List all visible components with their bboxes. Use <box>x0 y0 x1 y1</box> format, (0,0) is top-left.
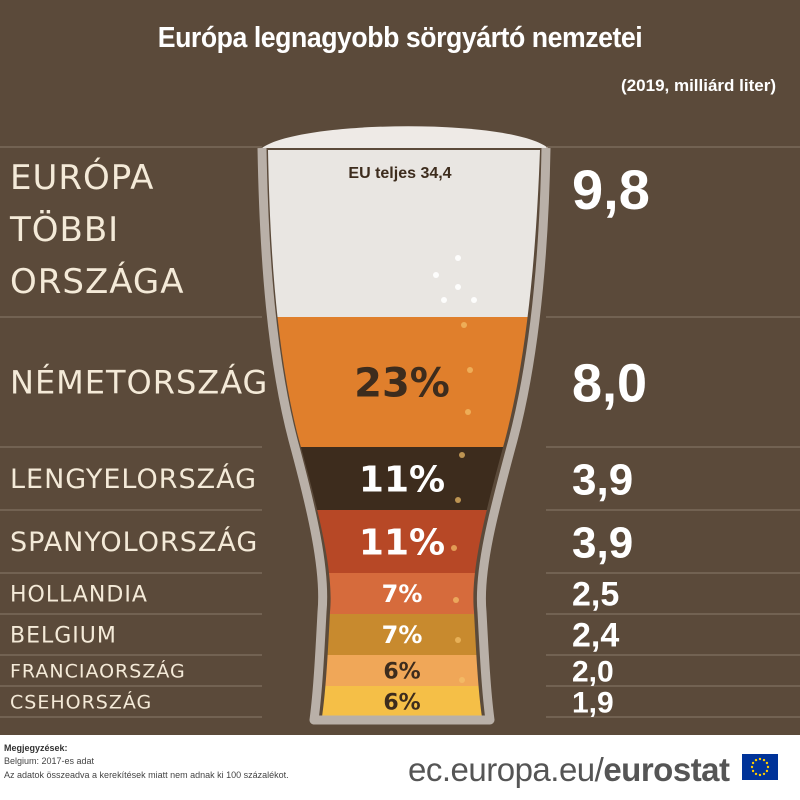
value-label: 9,8 <box>572 158 650 221</box>
category-label: CSEHORSZÁG <box>10 690 152 713</box>
category-label: FRANCIAORSZÁG <box>10 659 186 682</box>
bubble <box>461 322 467 328</box>
star-icon <box>754 772 758 776</box>
star-icon <box>754 758 758 762</box>
note-line: Belgium: 2017-es adat <box>4 756 95 766</box>
value-label: 2,0 <box>572 655 614 688</box>
value-label: 3,9 <box>572 455 633 504</box>
share-label: 6% <box>383 690 420 715</box>
eu-total-label: EU teljes 34,4 <box>348 165 451 182</box>
value-label: 8,0 <box>572 353 647 413</box>
bubble <box>455 255 461 261</box>
bubble <box>453 597 459 603</box>
value-label: 2,5 <box>572 576 619 614</box>
chart-area: Európa legnagyobb sörgyártó nemzetei (20… <box>0 22 800 725</box>
notes-title: Megjegyzések: <box>4 743 68 753</box>
star-icon <box>765 761 769 765</box>
share-label: 7% <box>382 621 423 649</box>
glass-outline <box>257 147 551 725</box>
beer-foam <box>262 126 548 148</box>
star-icon <box>765 769 769 773</box>
share-label: 11% <box>359 459 445 500</box>
star-icon <box>766 765 770 769</box>
footer: Megjegyzések: Belgium: 2017-es adat Az a… <box>0 735 800 800</box>
star-icon <box>751 769 755 773</box>
bubble <box>455 284 461 290</box>
category-label: SPANYOLORSZÁG <box>10 526 258 558</box>
star-icon <box>762 758 766 762</box>
share-label: 6% <box>383 659 420 684</box>
eu-flag-icon <box>742 754 778 780</box>
bubble <box>459 452 465 458</box>
bubble <box>467 367 473 373</box>
value-label: 1,9 <box>572 686 614 719</box>
category-label: ORSZÁGA <box>10 261 185 302</box>
beer-layer <box>268 317 540 447</box>
chart-title: Európa legnagyobb sörgyártó nemzetei <box>157 22 643 54</box>
star-icon <box>758 773 762 777</box>
category-label: LENGYELORSZÁG <box>10 463 257 495</box>
category-label: TÖBBI <box>9 209 119 250</box>
bubble <box>459 677 465 683</box>
source-brand-name: eurostat <box>603 751 730 788</box>
beer-glass-chart: EURÓPA TÖBBI ORSZÁGA NÉMETORSZÁG LENGYELORSZ… <box>0 126 800 725</box>
note-line: Az adatok összeadva a kerekítések miatt … <box>4 770 289 780</box>
star-icon <box>751 761 755 765</box>
chart-subtitle: (2019, milliárd liter) <box>621 76 776 95</box>
share-label: 23% <box>354 360 450 406</box>
source-brand: ec.europa.eu/eurostat <box>408 751 730 789</box>
share-label: 11% <box>359 522 445 563</box>
beer-layer <box>268 150 540 317</box>
source-prefix: ec.europa.eu/ <box>408 751 604 788</box>
bubble <box>441 297 447 303</box>
bubble <box>465 409 471 415</box>
category-label: HOLLANDIA <box>10 582 148 607</box>
category-label: NÉMETORSZÁG <box>10 364 268 402</box>
eu-stars-icon <box>750 757 770 777</box>
bubble <box>455 637 461 643</box>
category-label: EURÓPA <box>10 157 154 198</box>
category-label: BELGIUM <box>10 623 117 648</box>
star-icon <box>758 757 762 761</box>
bubble <box>451 545 457 551</box>
value-label: 2,4 <box>572 617 619 655</box>
share-label: 7% <box>382 580 423 608</box>
bubble <box>471 297 477 303</box>
bubble <box>455 497 461 503</box>
star-icon <box>750 765 754 769</box>
star-icon <box>762 772 766 776</box>
value-label: 3,9 <box>572 518 633 567</box>
bubble <box>433 272 439 278</box>
